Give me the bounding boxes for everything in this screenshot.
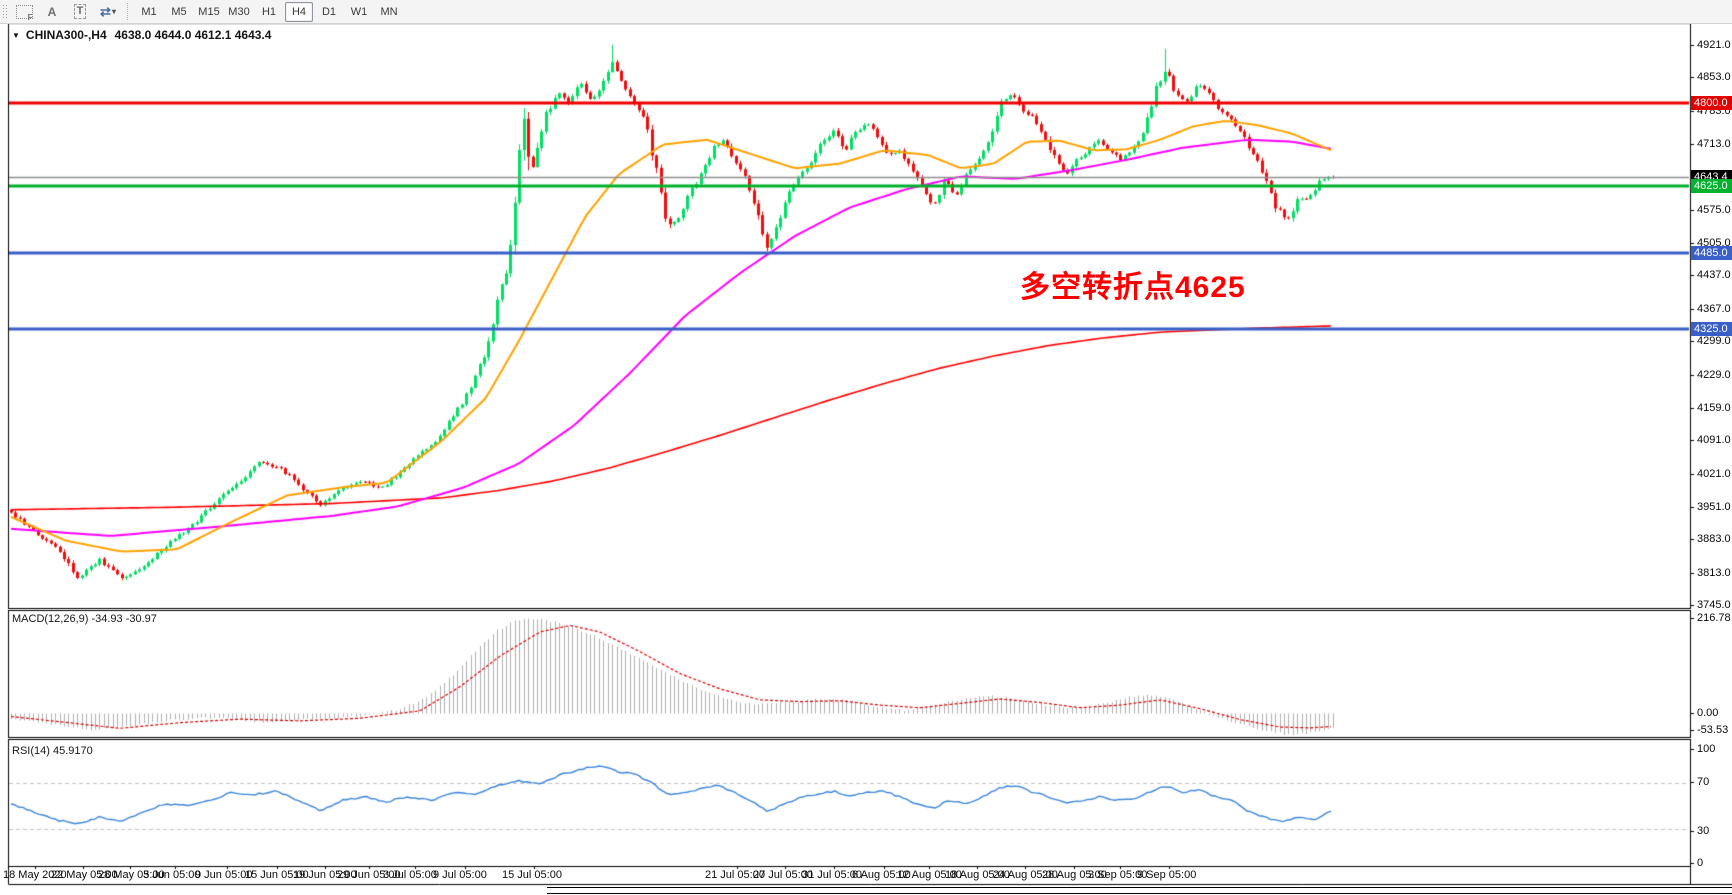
- text-label-tool-icon[interactable]: T: [67, 1, 93, 22]
- date-label: 9 Jul 05:00: [433, 869, 487, 881]
- date-label: 3 Jun 05:00: [143, 869, 201, 881]
- date-label: 28 Aug 05:00: [1042, 869, 1107, 881]
- timeframe-button-d1[interactable]: D1: [321, 5, 337, 18]
- grid-glyph: F: [15, 4, 33, 22]
- date-label: 27 Jul 05:00: [753, 869, 813, 881]
- price-tick-label: 4021.0: [1697, 467, 1731, 480]
- timeframe-button-h1[interactable]: H1: [261, 5, 277, 18]
- timeframe-button-m30[interactable]: M30: [228, 5, 250, 18]
- price-tick-label: 4853.0: [1697, 71, 1731, 84]
- timeframe-button-m15[interactable]: M15: [198, 5, 220, 18]
- cycle-arrows-icon[interactable]: ⇄ ▾: [95, 1, 121, 22]
- chart-shift-grid-icon[interactable]: F: [11, 1, 37, 22]
- price-tick-label: 4299.0: [1697, 335, 1731, 348]
- date-label: 9 Jun 05:00: [195, 869, 253, 881]
- price-tick-label: 4091.0: [1697, 434, 1731, 447]
- date-label: 12 Aug 05:00: [897, 869, 962, 881]
- chart-title: ▼ CHINA300-,H4 4638.0 4644.0 4612.1 4643.4: [12, 28, 271, 42]
- price-tick-label: 4713.0: [1697, 138, 1731, 151]
- macd-tick-label: 216.78: [1697, 612, 1731, 624]
- date-label: 24 Aug 05:00: [993, 869, 1058, 881]
- rsi-label: RSI(14) 45.9170: [12, 745, 93, 757]
- timeframe-button-m1[interactable]: M1: [141, 5, 157, 18]
- symbol-period-label: CHINA300-,H4: [25, 28, 107, 42]
- price-tick-label: 3951.0: [1697, 500, 1731, 513]
- price-badge: 4800.0: [1691, 95, 1732, 110]
- chart-dropdown-icon[interactable]: ▼: [12, 31, 20, 40]
- date-label: 15 Jul 05:00: [502, 869, 562, 881]
- date-label: 29 Jun 05:00: [337, 869, 401, 881]
- date-label: 6 Aug 05:00: [852, 869, 911, 881]
- docked-window-edge: [547, 887, 1732, 894]
- rsi-tick-label: 100: [1697, 743, 1716, 755]
- price-tick-label: 4921.0: [1697, 39, 1731, 51]
- date-label: 3 Jul 05:00: [383, 869, 437, 881]
- macd-tick-label: -53.53: [1697, 724, 1729, 736]
- date-label: 21 Jul 05:00: [705, 869, 765, 881]
- price-badge: 4625.0: [1691, 178, 1732, 193]
- price-tick-label: 4229.0: [1697, 368, 1731, 381]
- date-label: 18 May 2020: [3, 869, 67, 881]
- date-label: 18 Aug 05:00: [945, 869, 1010, 881]
- dropdown-caret-icon: ▾: [111, 7, 116, 16]
- price-tick-label: 3813.0: [1697, 566, 1731, 579]
- price-tick-label: 4159.0: [1697, 401, 1731, 414]
- arrows-glyph: ⇄: [100, 3, 111, 19]
- date-label: 3 Sep 05:00: [1088, 869, 1148, 881]
- date-label: 31 Jul 05:00: [802, 869, 862, 881]
- rsi-tick-label: 0: [1697, 857, 1704, 869]
- price-tick-label: 3883.0: [1697, 533, 1731, 546]
- price-tick-label: 4437.0: [1697, 269, 1731, 282]
- toolbar-drag-handle[interactable]: [2, 3, 7, 20]
- price-badge: 4485.0: [1691, 245, 1732, 260]
- macd-tick-label: 0.00: [1697, 707, 1719, 719]
- timeframe-group: M1 M5 M15 M30 H1 H4 D1 W1 MN: [134, 1, 404, 22]
- timeframe-button-w1[interactable]: W1: [350, 5, 368, 18]
- date-label: 28 May 05:00: [98, 869, 165, 881]
- rsi-tick-label: 30: [1697, 825, 1710, 837]
- font-a-icon[interactable]: A: [47, 4, 57, 19]
- price-tick-label: 4367.0: [1697, 302, 1731, 315]
- chart-text-annotation[interactable]: 多空转折点4625: [1020, 271, 1246, 304]
- timeframe-button-mn[interactable]: MN: [380, 5, 398, 18]
- timeframe-button-m5[interactable]: M5: [171, 5, 187, 18]
- date-label: 22 May 05:00: [51, 869, 118, 881]
- price-badge: 4325.0: [1691, 321, 1732, 336]
- rsi-tick-label: 70: [1697, 776, 1710, 788]
- toolbar-separator: [127, 3, 129, 20]
- ohlc-values: 4638.0 4644.0 4612.1 4643.4: [114, 28, 272, 42]
- price-tick-label: 3745.0: [1697, 599, 1731, 611]
- date-label: 15 Jun 05:00: [245, 869, 309, 881]
- price-tick-label: 4575.0: [1697, 203, 1731, 216]
- toolbar: F A T ⇄ ▾ M1 M5 M15 M30 H1 H4 D1 W1 MN: [0, 0, 1732, 24]
- date-label: 19 Jun 05:00: [293, 869, 357, 881]
- macd-label: MACD(12,26,9) -34.93 -30.97: [12, 613, 157, 625]
- timeframe-button-h4[interactable]: H4: [285, 1, 313, 22]
- date-label: 9 Sep 05:00: [1137, 869, 1197, 881]
